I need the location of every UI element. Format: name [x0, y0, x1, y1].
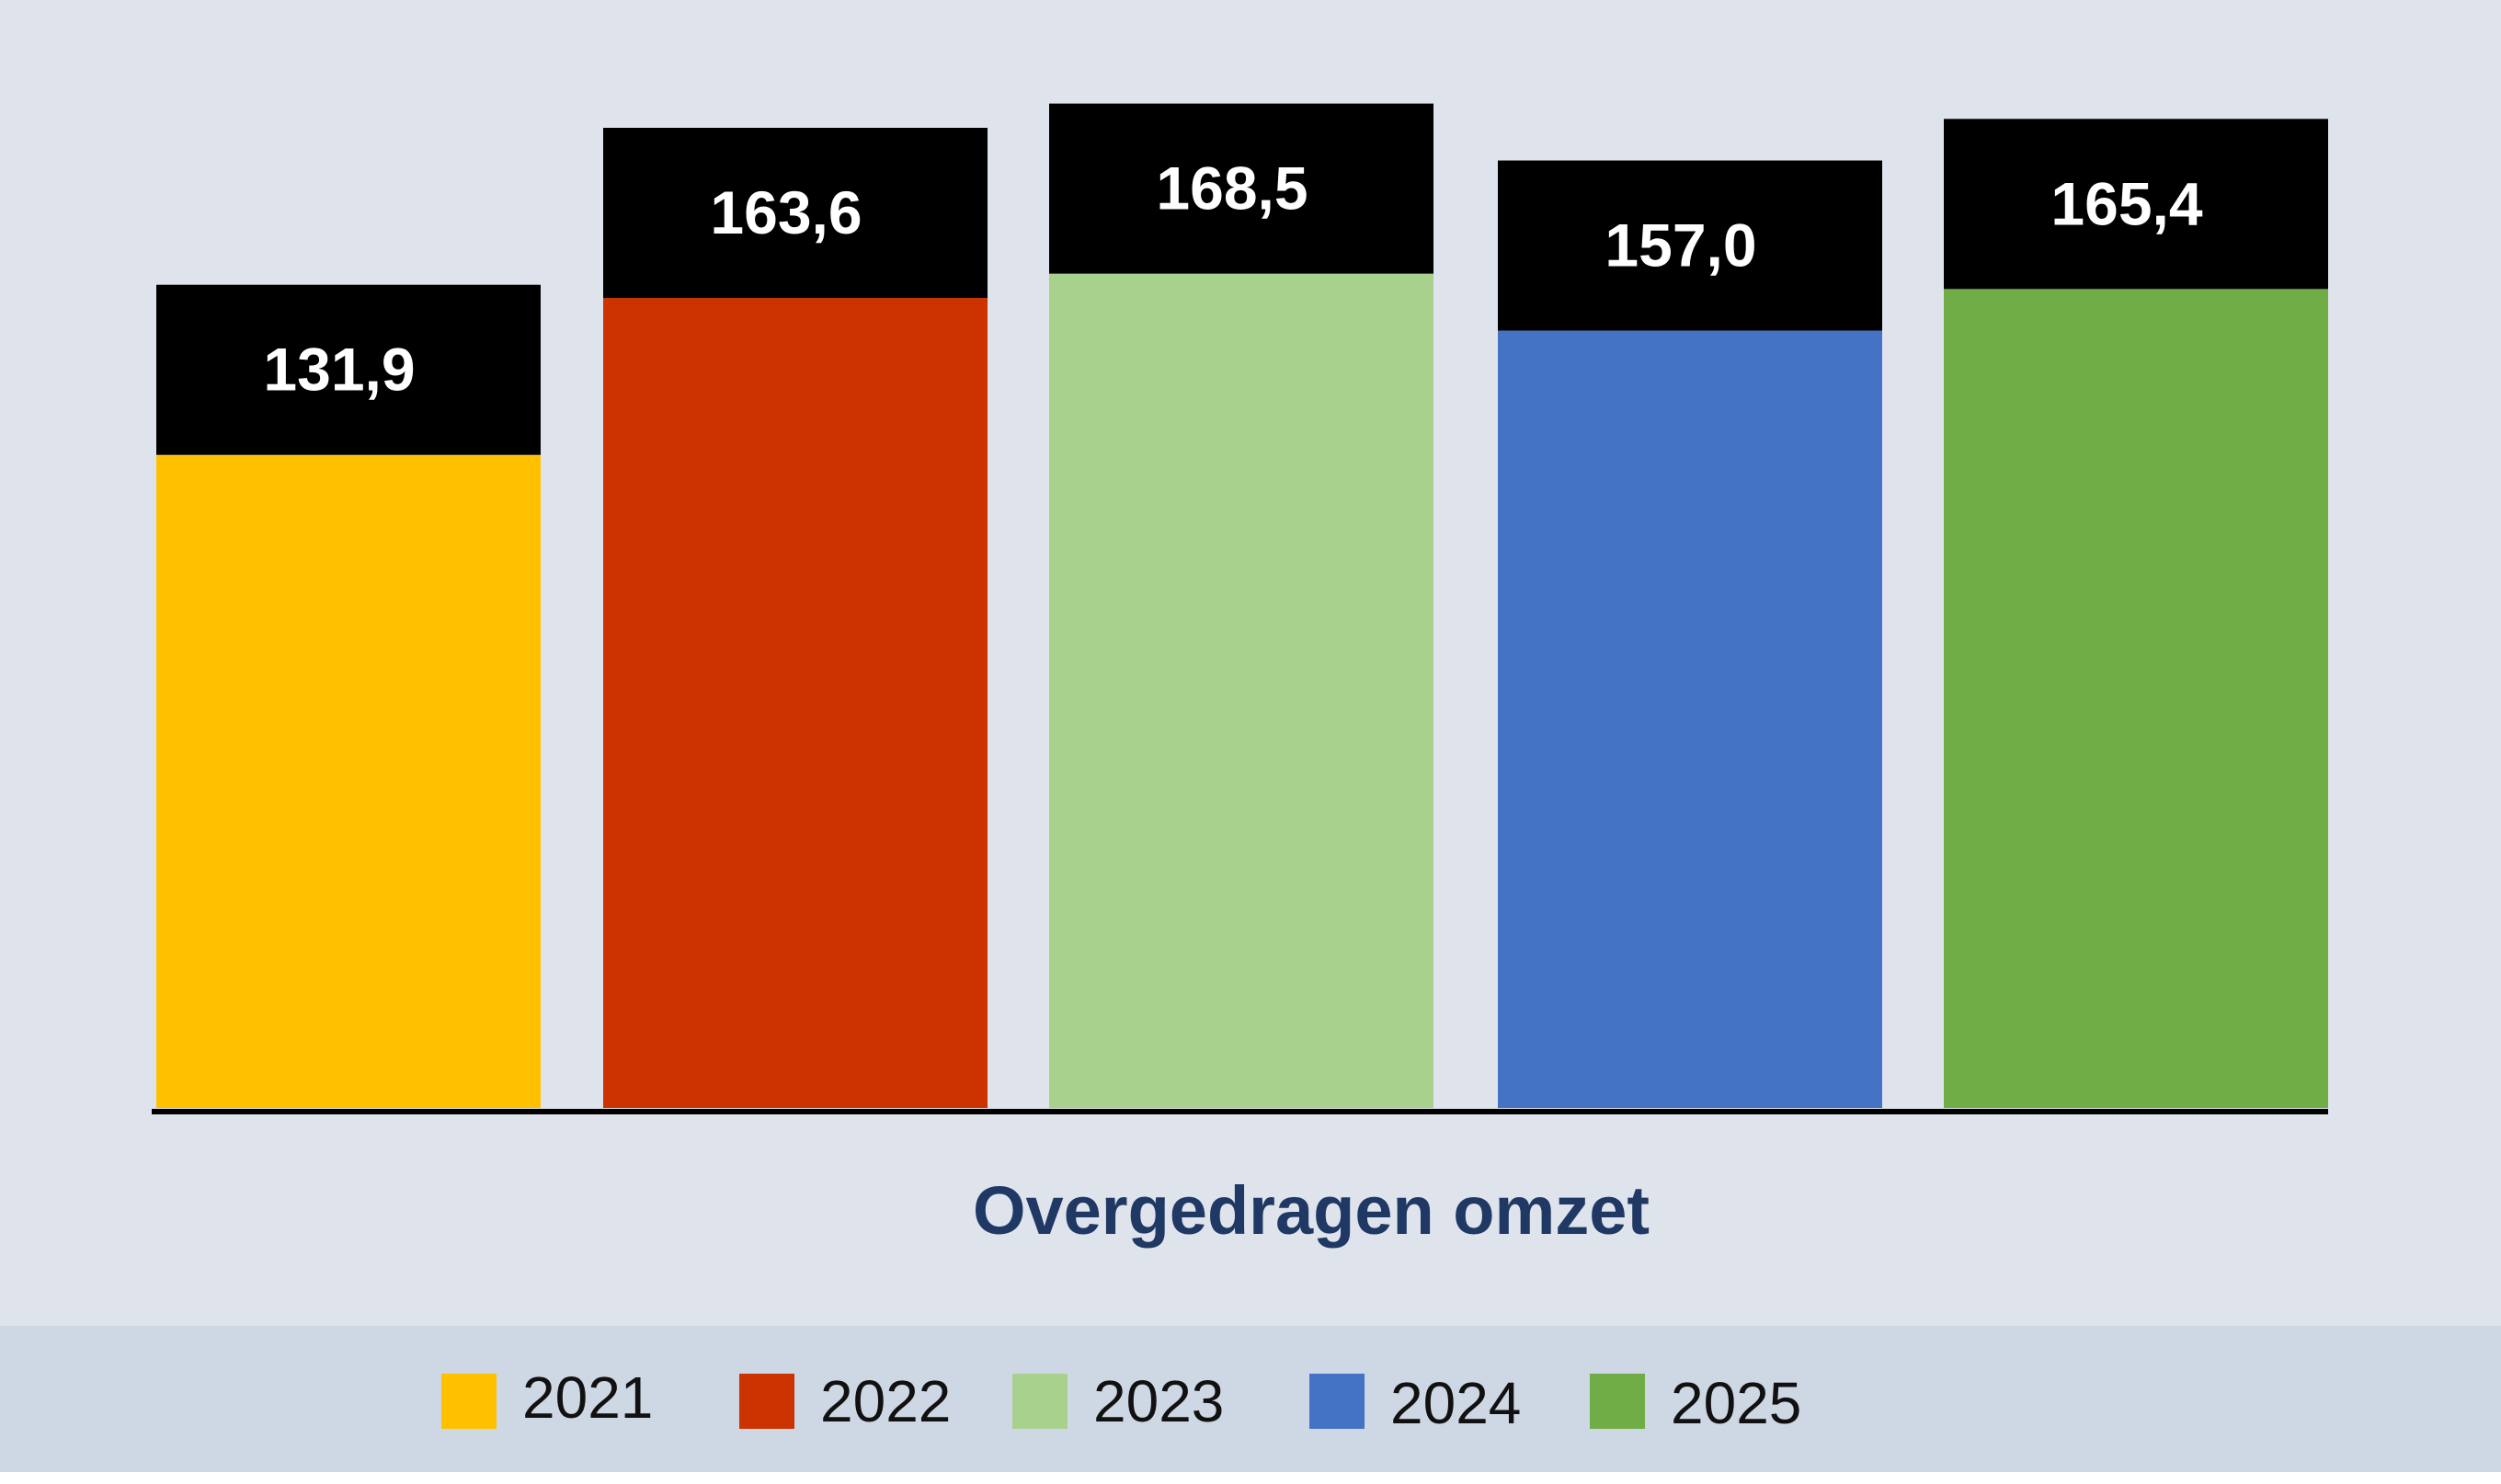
- legend-swatch-2022: [739, 1374, 794, 1429]
- legend-group: 2021 2022 2023 2024 2025: [441, 1364, 1801, 1436]
- legend-label-2023: 2023: [1093, 1368, 1224, 1434]
- bar-2024: [1498, 330, 1882, 1108]
- data-label-2022: 163,6: [710, 178, 862, 246]
- bar-2022: [603, 298, 988, 1108]
- data-label-2021: 131,9: [263, 336, 415, 404]
- legend-label-2025: 2025: [1671, 1370, 1801, 1436]
- label-box-2023: [1049, 103, 1433, 274]
- bar-2021: [156, 454, 541, 1108]
- data-label-2025: 165,4: [2050, 169, 2202, 237]
- legend-swatch-2025: [1590, 1374, 1645, 1429]
- label-box-2025: [1944, 119, 2328, 290]
- label-box-2022: [603, 128, 988, 299]
- legend-label-2021: 2021: [522, 1364, 653, 1431]
- legend-label-2022: 2022: [820, 1368, 951, 1434]
- data-label-2023: 168,5: [1156, 154, 1308, 223]
- data-label-2024: 157,0: [1605, 211, 1756, 280]
- label-box-2021: [156, 284, 541, 455]
- legend-swatch-2021: [441, 1374, 497, 1429]
- legend-swatch-2024: [1309, 1374, 1365, 1429]
- category-label: Overgedragen omzet: [973, 1172, 1650, 1249]
- legend-label-2024: 2024: [1390, 1370, 1521, 1436]
- bar-2025: [1944, 289, 2328, 1108]
- legend-swatch-2023: [1012, 1374, 1068, 1429]
- legend-band: [0, 1326, 2501, 1472]
- bar-2023: [1049, 273, 1433, 1108]
- label-box-2024: [1498, 160, 1882, 331]
- bars-group: 131,9 163,6 168,5 157,0 165,4: [156, 103, 2328, 1108]
